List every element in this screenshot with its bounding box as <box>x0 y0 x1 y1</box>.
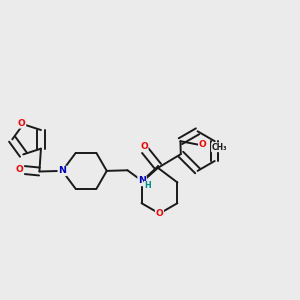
Text: H: H <box>144 181 151 190</box>
Text: O: O <box>156 209 163 218</box>
Text: O: O <box>16 166 23 175</box>
Text: O: O <box>199 140 206 149</box>
Text: O: O <box>18 119 26 128</box>
Text: N: N <box>58 167 66 176</box>
Text: CH₃: CH₃ <box>212 143 227 152</box>
Text: N: N <box>138 176 146 185</box>
Text: O: O <box>140 142 148 151</box>
